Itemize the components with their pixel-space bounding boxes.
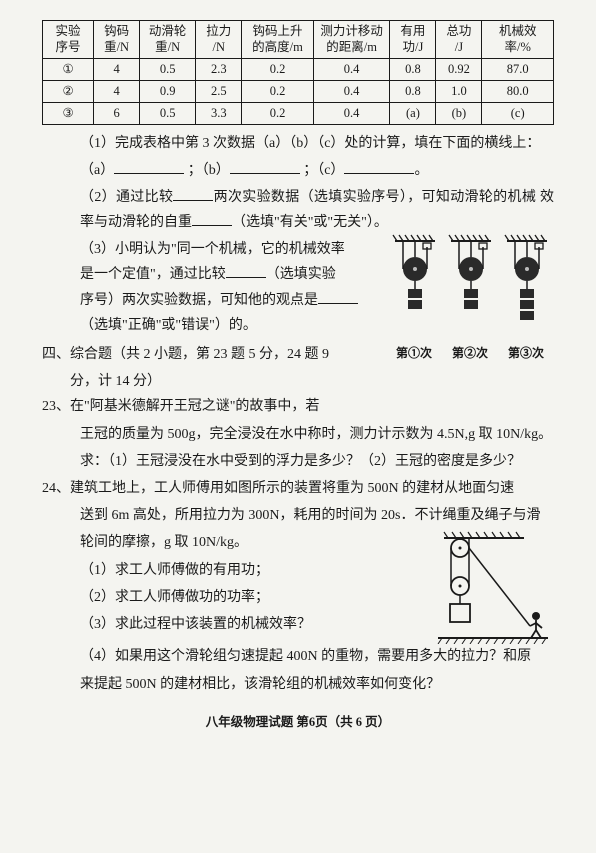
q23-l3: 求：（1）王冠浸没在水中受到的浮力是多少？（2）王冠的密度是多少？	[42, 449, 554, 474]
table-cell: 1.0	[436, 80, 482, 102]
table-cell: 0.2	[242, 58, 314, 80]
q2-t2: 两次实验数据（选填实验序号），可知动滑轮的机械	[213, 190, 536, 205]
pulley-label-3: 第③次	[508, 343, 544, 365]
table-cell: 0.8	[390, 80, 436, 102]
table-cell: 0.8	[390, 58, 436, 80]
table-cell: 80.0	[482, 80, 554, 102]
table-cell: 0.4	[313, 80, 390, 102]
q1-blanks: （a） ；（b） ；（c） 。	[42, 158, 554, 183]
q1-b-label: ；（b）	[188, 163, 230, 178]
q3-t3: （选填实验	[266, 267, 336, 282]
q1-end: 。	[414, 163, 428, 178]
table-cell: 0.2	[242, 80, 314, 102]
q24-diagram	[424, 528, 554, 644]
table-cell: ②	[43, 80, 94, 102]
q3-t4: 序号）两次实验数据，可知他的观点是	[80, 293, 318, 308]
table-header-cell: 测力计移动的距离/m	[313, 21, 390, 59]
q3-t5: （选填"正确"或"错误"）的。	[80, 318, 257, 333]
table-cell: (b)	[436, 102, 482, 124]
experiment-table: 实验序号钩码重/N动滑轮重/N拉力/N钩码上升的高度/m测力计移动的距离/m有用…	[42, 20, 554, 125]
table-cell: 0.9	[140, 80, 196, 102]
table-cell: 2.3	[196, 58, 242, 80]
q23: 23、在"阿基米德解开王冠之谜"的故事中，若	[42, 394, 554, 419]
q23-l1: 在"阿基米德解开王冠之谜"的故事中，若	[70, 399, 319, 414]
table-cell: 0.2	[242, 102, 314, 124]
pulley-label-2: 第②次	[452, 343, 488, 365]
table-header-cell: 实验序号	[43, 21, 94, 59]
table-cell: 0.92	[436, 58, 482, 80]
table-cell: 3.3	[196, 102, 242, 124]
q24-s4b: 来提起 500N 的建材相比，该滑轮组的机械效率如何变化？	[42, 672, 554, 697]
section-4-header-cont: 分，计 14 分）	[42, 369, 554, 394]
table-header-cell: 总功/J	[436, 21, 482, 59]
table-header-cell: 有用功/J	[390, 21, 436, 59]
q24-l2: 送到 6m 高处，所用拉力为 300N，耗用的时间为 20s．不计绳重及绳子与滑	[42, 503, 554, 528]
table-cell: 2.5	[196, 80, 242, 102]
q24-l1: 建筑工地上，工人师傅用如图所示的装置将重为 500N 的建材从地面匀速	[70, 481, 514, 496]
table-cell: 4	[94, 58, 140, 80]
q1-line1: （1）完成表格中第 3 次数据（a）（b）（c）处的计算，填在下面的横线上：	[42, 131, 554, 156]
table-cell: (a)	[390, 102, 436, 124]
table-cell: 0.4	[313, 58, 390, 80]
blank-b	[230, 158, 300, 173]
table-cell: 4	[94, 80, 140, 102]
table-header-cell: 钩码重/N	[94, 21, 140, 59]
q3-t1: （3）小明认为"同一个机械，它的机械效率	[80, 242, 345, 257]
table-header-cell: 机械效率/%	[482, 21, 554, 59]
q2-t1: （2）通过比较	[80, 190, 173, 205]
q1-c-label: ；（c）	[303, 163, 344, 178]
table-cell: 0.4	[313, 102, 390, 124]
pulley-2-icon	[445, 233, 495, 341]
q2: （2）通过比较两次实验数据（选填实验序号），可知动滑轮的机械 效率与动滑轮的自重…	[42, 185, 554, 235]
blank-a	[114, 158, 184, 173]
q2-t4: （选填"有关"或"无关"）。	[232, 215, 388, 230]
q1-a-label: （a）	[80, 163, 114, 178]
q23-l2: 王冠的质量为 500g，完全浸没在水中称时，测力计示数为 4.5N,g 取 10…	[42, 422, 554, 447]
table-header-cell: 钩码上升的高度/m	[242, 21, 314, 59]
sec4-l2: 分，计 14 分）	[70, 374, 161, 389]
table-cell: 0.5	[140, 102, 196, 124]
q24-num: 24、	[42, 481, 70, 496]
blank-q3a	[226, 263, 266, 278]
pulley-diagram-group: 第①次 第②次 第③次	[386, 233, 554, 365]
page-footer: 八年级物理试题 第6页（共 6 页）	[42, 711, 554, 734]
table-cell: (c)	[482, 102, 554, 124]
pulley-label-1: 第①次	[396, 343, 432, 365]
blank-c	[344, 158, 414, 173]
q24-s4a: （4）如果用这个滑轮组匀速提起 400N 的重物，需要用多大的拉力？和原	[42, 644, 554, 669]
q3-t2: 是一个定值"，通过比较	[80, 267, 226, 282]
pulley-1-icon	[389, 233, 439, 341]
q23-num: 23、	[42, 399, 70, 414]
sec4-l1: 四、综合题（共 2 小题，第 23 题 5 分，24 题 9	[42, 347, 329, 362]
table-header-cell: 动滑轮重/N	[140, 21, 196, 59]
table-cell: ③	[43, 102, 94, 124]
pulley-3-icon	[501, 233, 551, 341]
blank-q2a	[173, 185, 213, 200]
table-cell: ①	[43, 58, 94, 80]
blank-q2b	[192, 211, 232, 226]
blank-q3b	[318, 288, 358, 303]
table-cell: 87.0	[482, 58, 554, 80]
q24-l1w: 24、建筑工地上，工人师傅用如图所示的装置将重为 500N 的建材从地面匀速	[42, 476, 554, 501]
table-header-cell: 拉力/N	[196, 21, 242, 59]
table-cell: 6	[94, 102, 140, 124]
table-cell: 0.5	[140, 58, 196, 80]
